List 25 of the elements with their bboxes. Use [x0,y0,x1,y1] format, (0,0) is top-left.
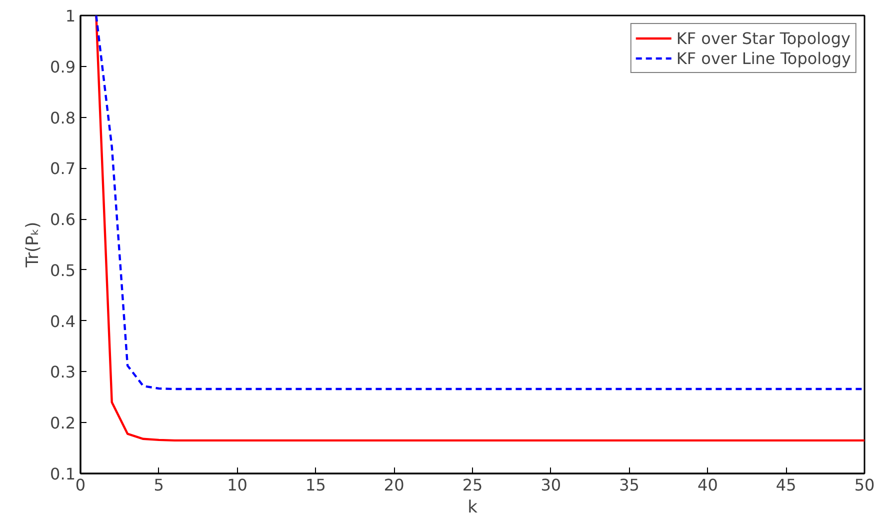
y-tick-label: 0.2 [50,414,76,433]
y-tick-label: 0.4 [50,312,76,331]
y-tick-label: 0.5 [50,260,76,280]
x-tick-label: 20 [384,476,404,494]
y-axis-title: Tr(Pₖ) [23,222,44,268]
y-tick-label: 0.7 [50,159,76,178]
x-tick-label: 35 [619,476,640,494]
legend-label: KF over Line Topology [676,48,851,68]
y-tick-label: 0.3 [50,362,76,382]
x-tick-label: 40 [698,476,718,494]
y-tick-label: 1 [65,6,76,26]
x-tick-label: 50 [854,476,875,494]
x-tick-label: 5 [154,476,164,494]
y-tick-label: 0.9 [50,57,76,76]
y-tick-label: 0.1 [50,464,76,484]
x-axis-title: k [468,498,478,518]
x-tick-label: 15 [306,476,326,494]
x-tick-label: 45 [776,476,796,494]
y-tick-label: 0.8 [50,108,76,128]
x-tick-label: 0 [75,476,86,494]
legend-label: KF over Star Topology [676,28,850,48]
y-tick-label: 0.6 [50,210,76,230]
x-tick-label: 30 [540,476,562,494]
x-tick-label: 25 [462,476,483,494]
x-tick-label: 10 [227,476,248,494]
